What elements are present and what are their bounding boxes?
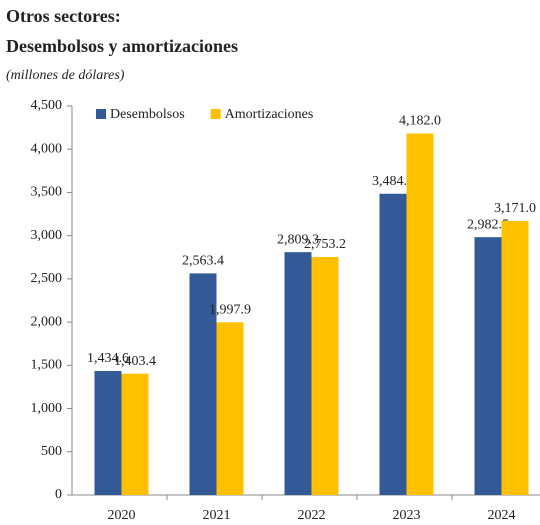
value-label: 3,484.8: [372, 174, 414, 189]
bar: [379, 193, 407, 495]
chart-note: (millones de dólares): [6, 68, 125, 83]
bar: [121, 373, 149, 495]
value-label: 4,182.0: [399, 114, 441, 129]
value-label: 2,809.3: [277, 232, 319, 247]
legend-label: Amortizaciones: [225, 107, 314, 122]
legend-swatch: [210, 109, 221, 119]
value-label: 2,753.2: [304, 237, 346, 252]
x-tick-label: 2024: [488, 508, 516, 523]
y-tick-label: 0: [55, 487, 62, 502]
value-label: 1,997.9: [209, 303, 251, 318]
value-label: 1,403.4: [114, 354, 156, 369]
x-tick-label: 2020: [108, 508, 136, 523]
chart-title: Otros sectores:: [6, 6, 121, 26]
x-tick-label: 2023: [393, 508, 421, 523]
legend-swatch: [96, 109, 106, 119]
value-label: 2,982.5: [467, 217, 509, 232]
y-tick-label: 4,000: [31, 141, 63, 156]
bar: [406, 133, 434, 496]
y-tick-label: 2,000: [31, 314, 63, 329]
y-tick-label: 4,500: [31, 98, 63, 113]
value-label: 2,563.4: [182, 254, 224, 269]
legend-label: Desembolsos: [110, 107, 185, 122]
chart-subtitle: Desembolsos y amortizaciones: [6, 36, 238, 56]
y-tick-label: 1,500: [31, 358, 63, 373]
bar: [94, 370, 122, 495]
value-label: 3,171.0: [494, 201, 536, 216]
bar: [501, 220, 529, 495]
y-tick-label: 2,500: [31, 271, 63, 286]
y-tick-label: 3,500: [31, 185, 63, 200]
bar: [284, 252, 312, 495]
y-tick-label: 3,000: [31, 228, 63, 243]
bar: [474, 237, 502, 495]
value-label: 1,434.6: [87, 351, 129, 366]
y-tick-label: 500: [41, 444, 62, 459]
bar: [216, 322, 244, 495]
x-tick-label: 2022: [298, 508, 326, 523]
y-tick-label: 1,000: [31, 401, 63, 416]
x-tick-label: 2021: [203, 508, 231, 523]
bar: [311, 257, 339, 495]
bar: [189, 273, 217, 495]
